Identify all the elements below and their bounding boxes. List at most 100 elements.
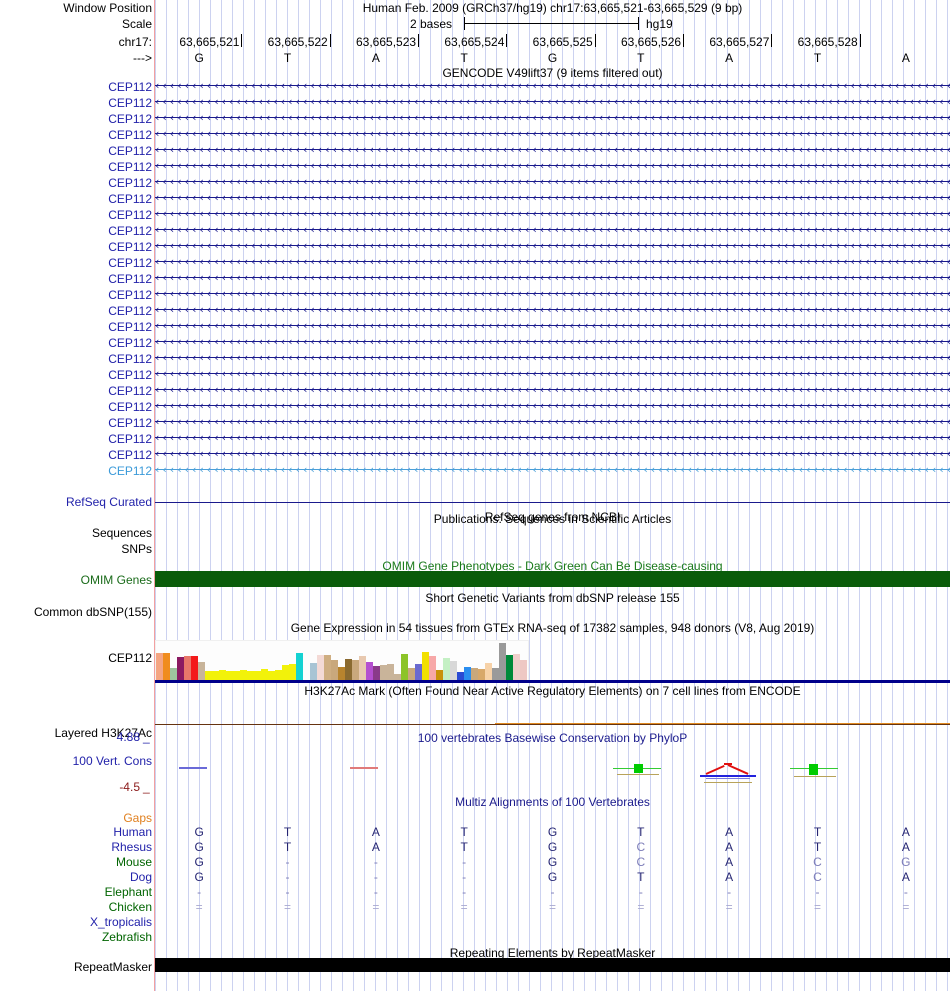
gtex-gene-label[interactable]: CEP112 <box>108 651 152 665</box>
gtex-tissue-bar[interactable] <box>177 657 184 681</box>
gencode-gene-label[interactable]: CEP112 <box>108 224 152 238</box>
gencode-gene-label[interactable]: CEP112 <box>108 464 152 478</box>
gencode-transcript-row[interactable]: ‹‹‹‹‹‹‹‹‹‹‹‹‹‹‹‹‹‹‹‹‹‹‹‹‹‹‹‹‹‹‹‹‹‹‹‹‹‹‹‹… <box>155 224 950 236</box>
gencode-transcript-row[interactable]: ‹‹‹‹‹‹‹‹‹‹‹‹‹‹‹‹‹‹‹‹‹‹‹‹‹‹‹‹‹‹‹‹‹‹‹‹‹‹‹‹… <box>155 432 950 444</box>
gtex-tissue-bar[interactable] <box>282 664 289 681</box>
gtex-tissue-bar[interactable] <box>296 652 303 681</box>
gtex-tissue-bar[interactable] <box>324 655 331 681</box>
gtex-tissue-bar[interactable] <box>331 660 338 681</box>
gencode-gene-label[interactable]: CEP112 <box>108 448 152 462</box>
conservation-label[interactable]: 100 Vert. Cons <box>72 754 152 768</box>
gencode-gene-label[interactable]: CEP112 <box>108 80 152 94</box>
gencode-gene-label[interactable]: CEP112 <box>108 336 152 350</box>
species-label-human[interactable]: Human <box>113 825 152 839</box>
gencode-gene-label[interactable]: CEP112 <box>108 272 152 286</box>
gencode-gene-label[interactable]: CEP112 <box>108 304 152 318</box>
publications-snps-label[interactable]: SNPs <box>121 542 152 556</box>
gencode-gene-label[interactable]: CEP112 <box>108 160 152 174</box>
gtex-tissue-bar[interactable] <box>380 664 387 681</box>
repeatmasker-label[interactable]: RepeatMasker <box>73 960 152 974</box>
gtex-tissue-bar[interactable] <box>499 643 506 681</box>
gtex-tissue-bar[interactable] <box>373 665 380 681</box>
gtex-tissue-bar[interactable] <box>170 667 177 681</box>
gtex-tissue-bar[interactable] <box>338 666 345 681</box>
gtex-tissue-bar[interactable] <box>352 660 359 681</box>
gtex-tissue-bar[interactable] <box>191 656 198 681</box>
gtex-tissue-bar[interactable] <box>422 651 429 681</box>
gtex-tissue-bar[interactable] <box>233 670 240 681</box>
gencode-transcript-row[interactable]: ‹‹‹‹‹‹‹‹‹‹‹‹‹‹‹‹‹‹‹‹‹‹‹‹‹‹‹‹‹‹‹‹‹‹‹‹‹‹‹‹… <box>155 352 950 364</box>
gtex-tissue-bar[interactable] <box>289 663 296 681</box>
gtex-tissue-bar[interactable] <box>205 670 212 681</box>
gtex-tissue-bar[interactable] <box>415 663 422 681</box>
species-label-dog[interactable]: Dog <box>129 870 152 884</box>
gaps-label[interactable]: Gaps <box>123 811 152 825</box>
gencode-gene-label[interactable]: CEP112 <box>108 368 152 382</box>
species-label-mouse[interactable]: Mouse <box>115 855 152 869</box>
species-label-rhesus[interactable]: Rhesus <box>111 840 152 854</box>
gtex-tissue-bar[interactable] <box>513 654 520 681</box>
h3k27ac-label[interactable]: Layered H3K27Ac <box>54 726 152 740</box>
gencode-transcript-row[interactable]: ‹‹‹‹‹‹‹‹‹‹‹‹‹‹‹‹‹‹‹‹‹‹‹‹‹‹‹‹‹‹‹‹‹‹‹‹‹‹‹‹… <box>155 320 950 332</box>
gencode-gene-label[interactable]: CEP112 <box>108 288 152 302</box>
gencode-transcript-row[interactable]: ‹‹‹‹‹‹‹‹‹‹‹‹‹‹‹‹‹‹‹‹‹‹‹‹‹‹‹‹‹‹‹‹‹‹‹‹‹‹‹‹… <box>155 384 950 396</box>
gencode-gene-label[interactable]: CEP112 <box>108 256 152 270</box>
gtex-tissue-bar[interactable] <box>310 662 317 681</box>
refseq-curated-label[interactable]: RefSeq Curated <box>65 495 152 509</box>
gencode-gene-label[interactable]: CEP112 <box>108 352 152 366</box>
gtex-tissue-bar[interactable] <box>317 655 324 681</box>
gencode-transcript-row[interactable]: ‹‹‹‹‹‹‹‹‹‹‹‹‹‹‹‹‹‹‹‹‹‹‹‹‹‹‹‹‹‹‹‹‹‹‹‹‹‹‹‹… <box>155 176 950 188</box>
gencode-transcript-row[interactable]: ‹‹‹‹‹‹‹‹‹‹‹‹‹‹‹‹‹‹‹‹‹‹‹‹‹‹‹‹‹‹‹‹‹‹‹‹‹‹‹‹… <box>155 336 950 348</box>
gencode-transcript-row[interactable]: ‹‹‹‹‹‹‹‹‹‹‹‹‹‹‹‹‹‹‹‹‹‹‹‹‹‹‹‹‹‹‹‹‹‹‹‹‹‹‹‹… <box>155 144 950 156</box>
gtex-tissue-bar[interactable] <box>163 653 170 681</box>
omim-genes-label[interactable]: OMIM Genes <box>80 573 152 587</box>
gtex-tissue-bar[interactable] <box>457 671 464 681</box>
gencode-gene-label[interactable]: CEP112 <box>108 176 152 190</box>
gencode-transcript-row[interactable]: ‹‹‹‹‹‹‹‹‹‹‹‹‹‹‹‹‹‹‹‹‹‹‹‹‹‹‹‹‹‹‹‹‹‹‹‹‹‹‹‹… <box>155 464 950 476</box>
gtex-tissue-bar[interactable] <box>443 658 450 681</box>
gtex-tissue-bar[interactable] <box>219 669 226 681</box>
gtex-tissue-bar[interactable] <box>268 670 275 681</box>
gtex-tissue-bar[interactable] <box>247 670 254 681</box>
gencode-transcript-row[interactable]: ‹‹‹‹‹‹‹‹‹‹‹‹‹‹‹‹‹‹‹‹‹‹‹‹‹‹‹‹‹‹‹‹‹‹‹‹‹‹‹‹… <box>155 160 950 172</box>
gencode-gene-label[interactable]: CEP112 <box>108 208 152 222</box>
gtex-tissue-bar[interactable] <box>401 654 408 681</box>
gtex-tissue-bar[interactable] <box>492 667 499 681</box>
gencode-gene-label[interactable]: CEP112 <box>108 432 152 446</box>
gtex-tissue-bar[interactable] <box>471 667 478 681</box>
gtex-tissue-bar[interactable] <box>450 661 457 681</box>
gtex-tissue-bar[interactable] <box>436 669 443 681</box>
species-label-x_tropicalis[interactable]: X_tropicalis <box>89 915 152 929</box>
gencode-gene-label[interactable]: CEP112 <box>108 384 152 398</box>
gtex-tissue-bar[interactable] <box>226 670 233 681</box>
gencode-gene-label[interactable]: CEP112 <box>108 112 152 126</box>
gtex-tissue-bar[interactable] <box>240 669 247 681</box>
gencode-gene-label[interactable]: CEP112 <box>108 144 152 158</box>
species-label-elephant[interactable]: Elephant <box>104 885 152 899</box>
gtex-tissue-bar[interactable] <box>359 656 366 681</box>
gtex-tissue-bar[interactable] <box>198 662 205 681</box>
gencode-gene-label[interactable]: CEP112 <box>108 192 152 206</box>
gencode-transcript-row[interactable]: ‹‹‹‹‹‹‹‹‹‹‹‹‹‹‹‹‹‹‹‹‹‹‹‹‹‹‹‹‹‹‹‹‹‹‹‹‹‹‹‹… <box>155 272 950 284</box>
gencode-gene-label[interactable]: CEP112 <box>108 96 152 110</box>
gtex-tissue-bar[interactable] <box>261 668 268 681</box>
gtex-tissue-bar[interactable] <box>429 656 436 681</box>
gencode-transcript-row[interactable]: ‹‹‹‹‹‹‹‹‹‹‹‹‹‹‹‹‹‹‹‹‹‹‹‹‹‹‹‹‹‹‹‹‹‹‹‹‹‹‹‹… <box>155 304 950 316</box>
gtex-tissue-bar[interactable] <box>408 667 415 681</box>
gtex-tissue-bar[interactable] <box>506 655 513 681</box>
gtex-tissue-bar[interactable] <box>520 660 527 681</box>
gtex-tissue-bar[interactable] <box>464 666 471 681</box>
gtex-tissue-bar[interactable] <box>156 652 163 681</box>
gencode-gene-label[interactable]: CEP112 <box>108 128 152 142</box>
gencode-transcript-row[interactable]: ‹‹‹‹‹‹‹‹‹‹‹‹‹‹‹‹‹‹‹‹‹‹‹‹‹‹‹‹‹‹‹‹‹‹‹‹‹‹‹‹… <box>155 256 950 268</box>
gencode-transcript-row[interactable]: ‹‹‹‹‹‹‹‹‹‹‹‹‹‹‹‹‹‹‹‹‹‹‹‹‹‹‹‹‹‹‹‹‹‹‹‹‹‹‹‹… <box>155 80 950 92</box>
gtex-tissue-bar[interactable] <box>184 656 191 681</box>
gtex-tissue-bar[interactable] <box>366 662 373 681</box>
gencode-transcript-row[interactable]: ‹‹‹‹‹‹‹‹‹‹‹‹‹‹‹‹‹‹‹‹‹‹‹‹‹‹‹‹‹‹‹‹‹‹‹‹‹‹‹‹… <box>155 416 950 428</box>
publications-sequences-label[interactable]: Sequences <box>91 526 152 540</box>
gencode-transcript-row[interactable]: ‹‹‹‹‹‹‹‹‹‹‹‹‹‹‹‹‹‹‹‹‹‹‹‹‹‹‹‹‹‹‹‹‹‹‹‹‹‹‹‹… <box>155 112 950 124</box>
dbsnp-label[interactable]: Common dbSNP(155) <box>33 605 152 619</box>
gtex-tissue-bar[interactable] <box>478 668 485 681</box>
gencode-transcript-row[interactable]: ‹‹‹‹‹‹‹‹‹‹‹‹‹‹‹‹‹‹‹‹‹‹‹‹‹‹‹‹‹‹‹‹‹‹‹‹‹‹‹‹… <box>155 128 950 140</box>
gtex-tissue-bar[interactable] <box>345 659 352 681</box>
